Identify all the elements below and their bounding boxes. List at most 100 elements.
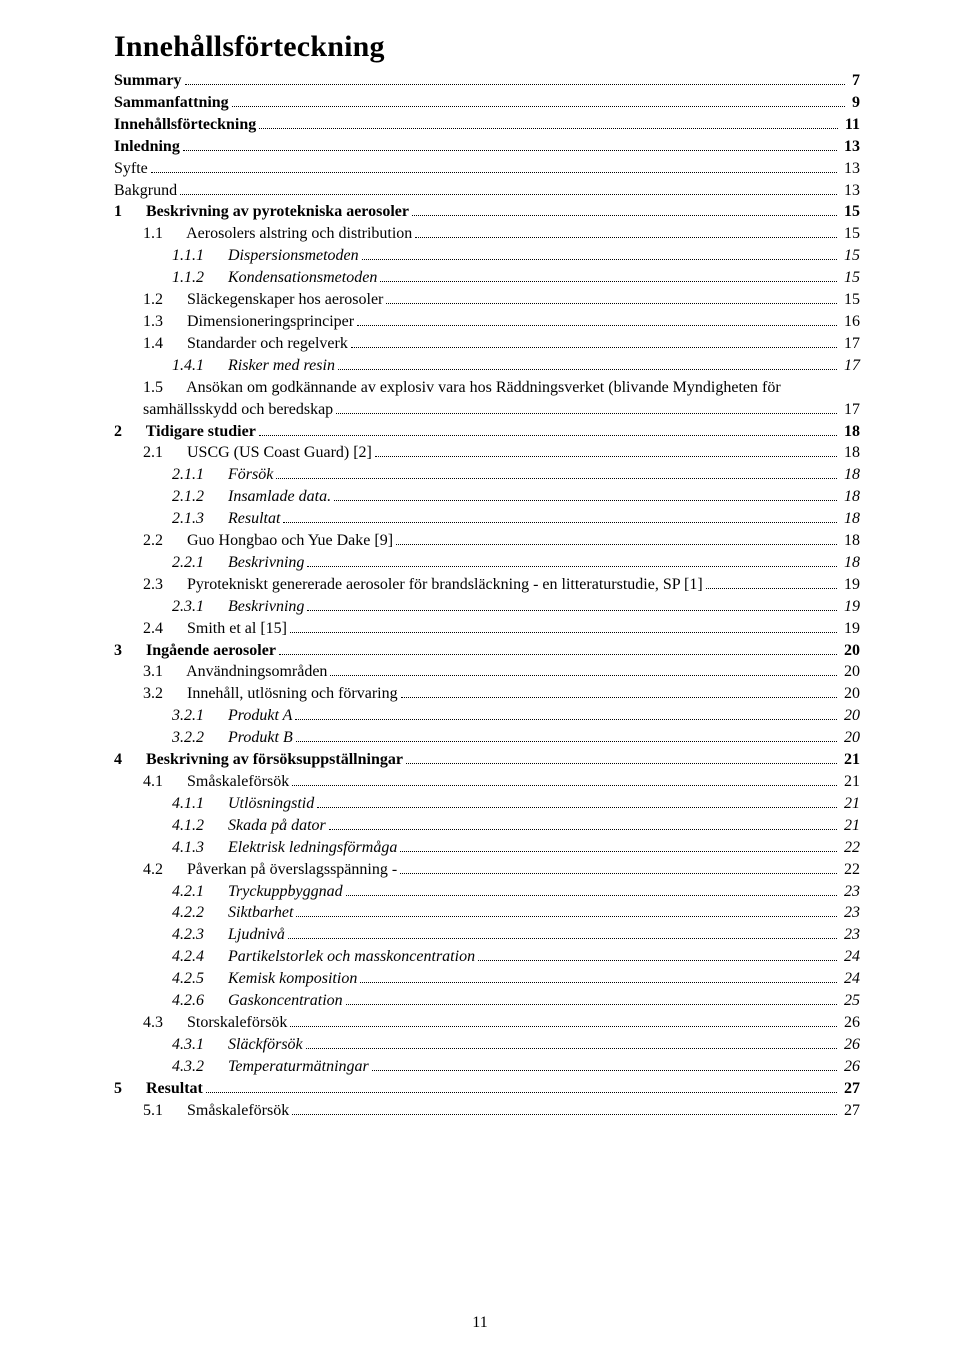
toc-entry: 2.1.1 Försök 18 (114, 464, 860, 486)
toc-leader (259, 116, 838, 129)
toc-entry-label: 1.1.1 Dispersionsmetoden (172, 245, 359, 267)
toc-entry-page: 22 (840, 837, 860, 859)
toc-entry-label: 4.3.1 Släckförsök (172, 1034, 303, 1056)
toc-leader (362, 247, 837, 260)
toc-entry: 2.2 Guo Hongbao och Yue Dake [9] 18 (114, 530, 860, 552)
toc-entry-page: 20 (840, 683, 860, 705)
toc-entry-page: 26 (840, 1056, 860, 1078)
toc-entry: 4.1.2 Skada på dator 21 (114, 815, 860, 837)
toc-entry-label: 2 Tidigare studier (114, 421, 256, 443)
toc-entry-page: 24 (840, 946, 860, 968)
toc-entry: Bakgrund 13 (114, 180, 860, 202)
toc-entry-label: 4.2.6 Gaskoncentration (172, 990, 343, 1012)
toc-entry-page: 25 (840, 990, 860, 1012)
toc-leader (292, 1102, 837, 1115)
toc-entry-page: 15 (840, 245, 860, 267)
toc-entry-page: 26 (840, 1012, 860, 1034)
toc-entry: 1.4.1 Risker med resin 17 (114, 355, 860, 377)
toc-entry-page: 7 (848, 70, 860, 92)
toc-entry: 4 Beskrivning av försöksuppställningar 2… (114, 749, 860, 771)
toc-entry-label: 4.2.5 Kemisk komposition (172, 968, 357, 990)
toc-entry-page: 20 (840, 661, 860, 683)
toc-leader (259, 423, 837, 436)
toc-entry: 2.1.2 Insamlade data. 18 (114, 486, 860, 508)
toc-entry: 1.1.2 Kondensationsmetoden 15 (114, 267, 860, 289)
toc-entry: 2.3 Pyrotekniskt genererade aerosoler fö… (114, 574, 860, 596)
toc-entry: 3 Ingående aerosoler 20 (114, 640, 860, 662)
toc-entry: Innehållsförteckning 11 (114, 114, 860, 136)
toc-leader (296, 904, 837, 917)
toc-entry-page: 19 (840, 596, 860, 618)
toc-entry-label: Inledning (114, 136, 180, 158)
toc-entry: Inledning 13 (114, 136, 860, 158)
toc-entry-label: 4.1 Småskaleförsök (143, 771, 289, 793)
toc-leader (478, 948, 837, 961)
toc-leader (386, 291, 837, 304)
toc-entry-page: 21 (840, 749, 860, 771)
toc-entry-label: 1.5 Ansökan om godkännande av explosiv v… (143, 377, 781, 399)
toc-entry-label: Summary (114, 70, 182, 92)
toc-entry: 2.1 USCG (US Coast Guard) [2] 18 (114, 442, 860, 464)
toc-leader (290, 620, 837, 633)
toc-entry: 1.3 Dimensioneringsprinciper 16 (114, 311, 860, 333)
toc-entry-label: 2.1.1 Försök (172, 464, 273, 486)
toc-entry-page: 20 (840, 705, 860, 727)
toc-entry-label: 2.1.2 Insamlade data. (172, 486, 331, 508)
toc-leader (334, 488, 837, 501)
toc-entry: 2.2.1 Beskrivning 18 (114, 552, 860, 574)
toc-entry: 4.1.1 Utlösningstid 21 (114, 793, 860, 815)
toc-leader (307, 598, 837, 611)
toc-leader (151, 160, 837, 173)
toc-entry-page: 13 (840, 136, 860, 158)
toc-entry-label: 1.2 Släckegenskaper hos aerosoler (143, 289, 383, 311)
toc-entry: 4.2.4 Partikelstorlek och masskoncentrat… (114, 946, 860, 968)
toc-entry-label: 4.1.2 Skada på dator (172, 815, 326, 837)
toc-entry-page: 23 (840, 924, 860, 946)
toc-entry-page: 18 (840, 508, 860, 530)
toc-entry-page: 16 (840, 311, 860, 333)
toc-entry: 1.2 Släckegenskaper hos aerosoler 15 (114, 289, 860, 311)
toc-entry-label: 2.2 Guo Hongbao och Yue Dake [9] (143, 530, 393, 552)
toc-entry-label: 4.2.1 Tryckuppbyggnad (172, 881, 343, 903)
toc-entry-label: 1.1.2 Kondensationsmetoden (172, 267, 377, 289)
toc-entry-label: 3 Ingående aerosoler (114, 640, 276, 662)
toc-entry: 4.3.1 Släckförsök 26 (114, 1034, 860, 1056)
toc-entry-page: 24 (840, 968, 860, 990)
toc-entry-page: 18 (840, 464, 860, 486)
toc-entry-page: 23 (840, 902, 860, 924)
toc-entry-label: 1.1 Aerosolers alstring och distribution (143, 223, 412, 245)
toc-entry-label: 4.3 Storskaleförsök (143, 1012, 287, 1034)
toc-entry-page: 17 (840, 399, 860, 421)
toc-leader (351, 335, 837, 348)
toc-entry: 4.2.1 Tryckuppbyggnad 23 (114, 881, 860, 903)
toc-entry-page: 17 (840, 355, 860, 377)
toc-leader (185, 72, 845, 85)
toc-entry-page: 27 (840, 1078, 860, 1100)
toc-entry: 3.2.1 Produkt A 20 (114, 705, 860, 727)
toc-leader (415, 225, 837, 238)
toc-entry-page: 18 (840, 421, 860, 443)
toc-entry-page: 18 (840, 486, 860, 508)
toc-entry-label: 4.1.3 Elektrisk ledningsförmåga (172, 837, 397, 859)
toc-entry-label: Sammanfattning (114, 92, 229, 114)
toc-entry: 4.2.2 Siktbarhet 23 (114, 902, 860, 924)
toc-leader (306, 1036, 837, 1049)
toc-entry: 2.3.1 Beskrivning 19 (114, 596, 860, 618)
toc-leader (346, 992, 837, 1005)
toc-entry: Syfte 13 (114, 158, 860, 180)
page-number: 11 (0, 1314, 960, 1332)
toc-entry-page: 15 (840, 223, 860, 245)
toc-entry-label: 4 Beskrivning av försöksuppställningar (114, 749, 403, 771)
toc-entry-label: Syfte (114, 158, 148, 180)
toc-entry-label: 1.3 Dimensioneringsprinciper (143, 311, 354, 333)
toc-entry-page: 9 (848, 92, 860, 114)
toc-leader (357, 313, 837, 326)
toc-entry-label: 2.1.3 Resultat (172, 508, 280, 530)
toc-entry-label: 4.2.3 Ljudnivå (172, 924, 285, 946)
toc-entry: 4.3.2 Temperaturmätningar 26 (114, 1056, 860, 1078)
toc-entry-label: 3.2 Innehåll, utlösning och förvaring (143, 683, 398, 705)
page-container: Innehållsförteckning Summary 7Sammanfatt… (0, 0, 960, 1366)
toc-leader (206, 1080, 837, 1093)
toc-leader (232, 94, 845, 107)
toc-entry-page: 11 (841, 114, 860, 136)
